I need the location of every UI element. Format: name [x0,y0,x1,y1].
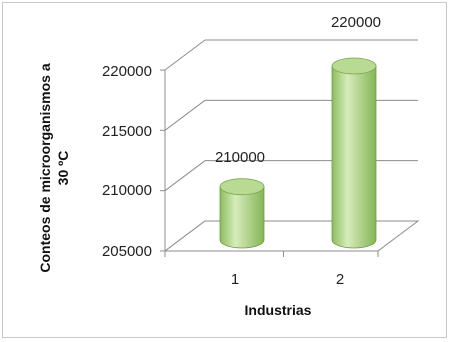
y-axis-title: Conteos de microorganismos a 30 ºC [37,63,71,272]
y-axis-title-line: 30 ºC [55,151,71,186]
chart-floor [163,220,420,252]
bars [219,57,377,249]
data-labels: 210000 220000 [215,14,381,166]
data-label: 210000 [215,149,265,166]
bar-top [331,57,377,75]
x-tick-labels: 1 2 [231,271,344,288]
bar [331,57,377,249]
gridlines [164,39,418,252]
bar-body [331,65,377,249]
gridline [164,39,206,71]
x-tick-label: 2 [336,271,344,288]
y-axis-title-line: Conteos de microorganismos a [37,63,53,272]
x-tick-label: 1 [231,271,239,288]
y-tick-label: 220000 [102,63,152,80]
data-label: 220000 [331,14,381,31]
gridline [164,99,206,131]
bar-top [219,178,265,196]
y-tick-label: 210000 [102,182,152,199]
bar [219,178,265,249]
axes [160,69,420,257]
gridline [164,160,206,192]
y-tick-label: 205000 [102,243,152,260]
y-tick-labels: 220000 215000 210000 205000 [102,63,152,260]
x-axis-title: Industrias [245,302,312,318]
y-tick-label: 215000 [102,123,152,140]
bar-body [219,186,265,249]
